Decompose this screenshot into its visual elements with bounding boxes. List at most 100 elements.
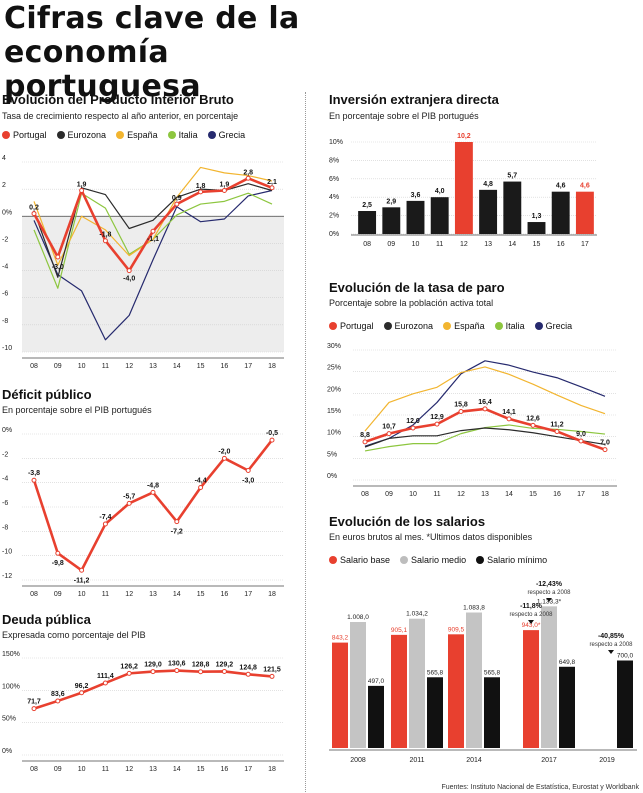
x-tick-label: 10 (78, 591, 86, 598)
data-point (102, 680, 108, 686)
bar-value-label: 1.034,2 (406, 611, 428, 618)
data-point (386, 431, 392, 437)
annotation-text: respecto a 2008 (509, 612, 553, 618)
x-tick-label: 18 (268, 766, 276, 773)
data-point (79, 188, 85, 193)
data-label: 121,5 (263, 666, 281, 673)
data-point (434, 421, 440, 427)
annotation-arrow (546, 598, 552, 602)
bar-value-label: 909,5 (448, 626, 465, 633)
bar-value-label: 700,0 (617, 653, 634, 660)
legend-label: Portugal (340, 321, 374, 331)
data-point (31, 477, 37, 483)
series-line-grecia (33, 189, 273, 341)
data-label: -4,0 (123, 276, 135, 283)
legend-label: Grecia (545, 321, 573, 331)
legend-item: Portugal (2, 130, 47, 140)
bar-salario-mínimo (559, 666, 575, 748)
data-label: -3,0 (242, 478, 254, 485)
data-point (55, 254, 61, 260)
inversion-title: Inversión extranjera directa (329, 92, 499, 107)
data-point (150, 489, 156, 495)
legend-dot (207, 131, 216, 139)
data-label: 129,0 (144, 662, 162, 669)
x-tick-label: 08 (361, 491, 369, 498)
data-point (198, 485, 204, 491)
bar-value-label: 4,6 (580, 183, 590, 190)
data-point (554, 428, 560, 434)
x-tick-label: 10 (412, 241, 420, 248)
legend-dot (116, 131, 125, 139)
data-point (126, 670, 132, 676)
deuda-subtitle: Expresada como porcentaje del PIB (2, 630, 146, 640)
data-label: 126,2 (120, 663, 138, 670)
data-point (150, 669, 156, 675)
x-tick-label: 14 (505, 491, 513, 498)
bar-salario-mínimo (368, 685, 384, 748)
data-label: 15,8 (454, 402, 468, 409)
x-tick-label: 13 (149, 766, 157, 773)
x-tick-label: 09 (385, 491, 393, 498)
legend-label: Salario mínimo (487, 555, 548, 565)
y-tick-label: 25% (327, 365, 341, 372)
salarios-title: Evolución de los salarios (329, 514, 486, 529)
data-label: -5,7 (123, 493, 135, 500)
series-line-españa (33, 166, 273, 266)
data-label: -7,2 (171, 529, 183, 536)
paro-subtitle: Porcentaje sobre la población activa tot… (329, 298, 494, 308)
x-tick-label: 11 (102, 766, 109, 773)
bar (430, 197, 449, 234)
y-tick-label: 0% (327, 473, 337, 480)
y-tick-label: 30% (327, 343, 341, 350)
series-line-españa (364, 366, 606, 432)
bar (479, 189, 498, 234)
x-tick-label: 16 (557, 241, 565, 248)
x-tick-label: 2019 (599, 757, 615, 764)
bar-value-label: 843,2 (332, 635, 349, 642)
y-tick-label: -4 (2, 264, 8, 271)
y-tick-label: 20% (327, 386, 341, 393)
data-label: 12,6 (526, 415, 540, 422)
data-label: 83,6 (51, 691, 65, 698)
legend-item: España (443, 321, 485, 331)
bar (358, 211, 377, 234)
data-label: 11,2 (550, 421, 563, 428)
data-point (31, 211, 37, 217)
y-tick-label: -2 (2, 236, 8, 243)
x-tick-label: 2008 (350, 757, 366, 764)
data-point (362, 439, 368, 445)
bar-salario-mínimo (617, 660, 633, 748)
salarios-legend: Salario base Salario medio Salario mínimo (329, 555, 547, 565)
salarios-chart: 2008 843,2 1.008,0 497,0 2011 905,1 1.034,2 565… (329, 581, 637, 764)
bar-salario-base (332, 642, 348, 748)
data-label: -4,4 (195, 478, 207, 485)
data-label: -9,8 (52, 560, 64, 567)
data-label: 9,0 (576, 431, 586, 438)
data-label: 129,2 (216, 661, 234, 668)
legend-item: Grecia (207, 130, 245, 140)
legend-item: Portugal (329, 321, 374, 331)
x-tick-label: 10 (78, 766, 86, 773)
y-tick-label: -6 (2, 291, 8, 298)
x-tick-label: 14 (173, 591, 181, 598)
bar-value-label: 2,9 (386, 198, 396, 205)
pib-legend: Portugal Eurozona España Italia Grecia (2, 130, 245, 140)
x-tick-label: 09 (387, 241, 395, 248)
data-point (245, 468, 251, 473)
x-tick-label: 12 (460, 241, 468, 248)
data-label: -3,8 (28, 470, 40, 477)
x-tick-label: 15 (533, 241, 541, 248)
data-point (245, 175, 251, 181)
data-point (602, 447, 608, 453)
x-tick-label: 11 (102, 363, 109, 370)
y-tick-label: 100% (2, 683, 20, 690)
inversion-subtitle: En porcentaje sobre el PIB portugués (329, 111, 479, 121)
x-tick-label: 13 (149, 363, 157, 370)
y-tick-label: 4% (329, 194, 339, 201)
x-tick-label: 11 (433, 491, 440, 498)
legend-label: Portugal (13, 130, 47, 140)
bar-value-label: 565,8 (427, 669, 444, 676)
bar-value-label: 649,8 (559, 659, 576, 666)
x-tick-label: 09 (54, 591, 62, 598)
y-tick-label: 6% (329, 176, 339, 183)
